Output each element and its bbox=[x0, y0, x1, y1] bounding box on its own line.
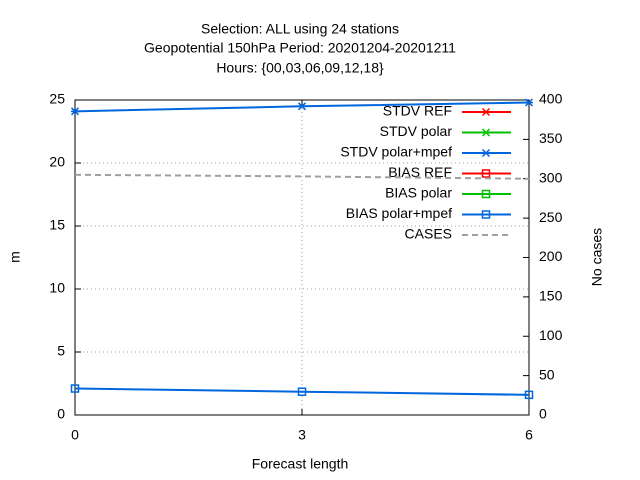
y2-tick-label: 350 bbox=[539, 130, 563, 146]
point bbox=[70, 107, 80, 116]
legend-label: CASES bbox=[405, 226, 452, 242]
y-tick-label: 0 bbox=[57, 406, 65, 422]
y2-tick-label: 300 bbox=[539, 169, 563, 185]
y2-tick-label: 150 bbox=[539, 288, 563, 304]
y-axis-label: m bbox=[7, 251, 23, 263]
legend-marker bbox=[481, 148, 491, 158]
legend-label: STDV REF bbox=[383, 103, 452, 119]
point bbox=[297, 102, 307, 111]
legend-label: BIAS REF bbox=[388, 164, 452, 180]
y-tick-label: 25 bbox=[49, 91, 65, 107]
legend-marker bbox=[481, 210, 491, 219]
legend-label: BIAS polar bbox=[385, 185, 452, 201]
legend-marker bbox=[481, 169, 491, 178]
x-tick-label: 3 bbox=[298, 427, 306, 443]
y-tick-label: 20 bbox=[49, 154, 65, 170]
y-tick-label: 15 bbox=[49, 217, 65, 233]
y-tick-label: 5 bbox=[57, 343, 65, 359]
y2-tick-label: 250 bbox=[539, 209, 563, 225]
legend-label: STDV polar bbox=[380, 123, 453, 139]
y-tick-label: 10 bbox=[49, 280, 65, 296]
point bbox=[297, 387, 307, 396]
legend-marker bbox=[481, 189, 491, 199]
x-axis-label: Forecast length bbox=[252, 456, 349, 472]
legend-label: STDV polar+mpef bbox=[340, 144, 452, 160]
y2-tick-label: 200 bbox=[539, 248, 563, 264]
chart-title: Hours: {00,03,06,09,12,18} bbox=[216, 60, 384, 76]
series-line bbox=[74, 173, 530, 180]
x-tick-label: 6 bbox=[525, 427, 533, 443]
series-line bbox=[74, 387, 530, 396]
point bbox=[524, 98, 534, 107]
legend-label: BIAS polar+mpef bbox=[346, 205, 452, 221]
point bbox=[70, 384, 80, 393]
point bbox=[524, 390, 534, 400]
chart-title: Selection: ALL using 24 stations bbox=[201, 21, 399, 37]
y2-tick-label: 100 bbox=[539, 327, 563, 343]
y2-tick-label: 50 bbox=[539, 366, 555, 382]
x-tick-label: 0 bbox=[71, 427, 79, 443]
y2-tick-label: 0 bbox=[539, 406, 547, 422]
legend-marker bbox=[481, 107, 491, 117]
y2-tick-label: 400 bbox=[539, 91, 563, 107]
chart-title: Geopotential 150hPa Period: 20201204-202… bbox=[144, 40, 456, 56]
plot-border bbox=[74, 99, 530, 416]
legend-marker bbox=[481, 128, 491, 137]
y2-axis-label: No cases bbox=[589, 228, 605, 286]
